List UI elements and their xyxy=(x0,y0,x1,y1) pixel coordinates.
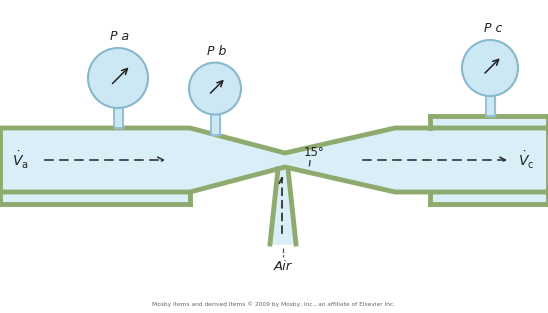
Polygon shape xyxy=(0,128,548,192)
Polygon shape xyxy=(210,115,220,135)
Polygon shape xyxy=(113,108,123,128)
Text: $\dot{V}_{\rm c}$: $\dot{V}_{\rm c}$ xyxy=(518,149,534,171)
Ellipse shape xyxy=(189,63,241,115)
Polygon shape xyxy=(430,116,548,128)
Polygon shape xyxy=(0,192,190,204)
Text: P a: P a xyxy=(111,30,129,43)
Text: 15°: 15° xyxy=(304,146,325,158)
Text: P b: P b xyxy=(207,44,227,58)
Text: P c: P c xyxy=(484,22,502,35)
Ellipse shape xyxy=(88,48,148,108)
Polygon shape xyxy=(270,169,296,244)
Text: Mosby Items and derived Items © 2009 by Mosby, Inc., an affiliate of Elsevier In: Mosby Items and derived Items © 2009 by … xyxy=(152,301,396,307)
Polygon shape xyxy=(430,192,548,204)
Polygon shape xyxy=(486,96,494,116)
Ellipse shape xyxy=(462,40,518,96)
Text: $\dot{V}_{\rm a}$: $\dot{V}_{\rm a}$ xyxy=(12,149,29,171)
Text: Air: Air xyxy=(274,260,292,273)
